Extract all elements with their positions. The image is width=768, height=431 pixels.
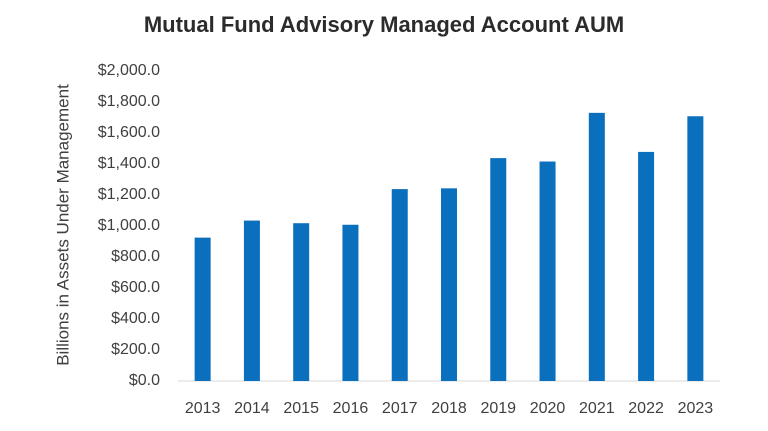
bar-2023	[687, 116, 704, 381]
bar-2018	[441, 188, 457, 381]
y-tick-label: $800.0	[111, 248, 160, 265]
y-tick-label: $1,000.0	[98, 217, 160, 234]
bar-2019	[490, 158, 507, 381]
chart-title: Mutual Fund Advisory Managed Account AUM	[143, 12, 625, 37]
x-tick-label: 2018	[431, 400, 467, 417]
x-tick-label: 2017	[382, 400, 418, 417]
bar-2022	[638, 151, 655, 381]
x-tick-label: 2021	[579, 400, 615, 417]
x-tick-label: 2022	[628, 400, 664, 417]
bar-2014	[243, 220, 260, 381]
y-axis-label: Billions in Assets Under Management	[53, 84, 72, 366]
x-tick-label: 2023	[678, 400, 714, 417]
bar-2020	[539, 161, 556, 381]
bar-2015	[293, 223, 310, 381]
x-tick-label: 2019	[480, 400, 516, 417]
y-tick-label: $400.0	[111, 310, 160, 327]
bar-2017	[391, 189, 408, 381]
y-tick-label: $200.0	[111, 341, 160, 358]
bar-2013	[194, 237, 211, 381]
y-tick-label: $1,800.0	[98, 93, 160, 110]
bar-2021	[588, 112, 605, 381]
x-tick-label: 2016	[333, 400, 369, 417]
x-tick-label: 2015	[283, 400, 319, 417]
bar-2016	[342, 224, 359, 381]
y-tick-label: $1,400.0	[98, 155, 160, 172]
x-tick-label: 2013	[185, 400, 221, 417]
y-tick-label: $1,200.0	[98, 186, 160, 203]
y-tick-label: $2,000.0	[98, 62, 160, 79]
y-tick-label: $1,600.0	[98, 124, 160, 141]
x-tick-label: 2014	[234, 400, 270, 417]
y-tick-label: $600.0	[111, 279, 160, 296]
y-tick-label: $0.0	[129, 372, 160, 389]
x-tick-label: 2020	[530, 400, 566, 417]
